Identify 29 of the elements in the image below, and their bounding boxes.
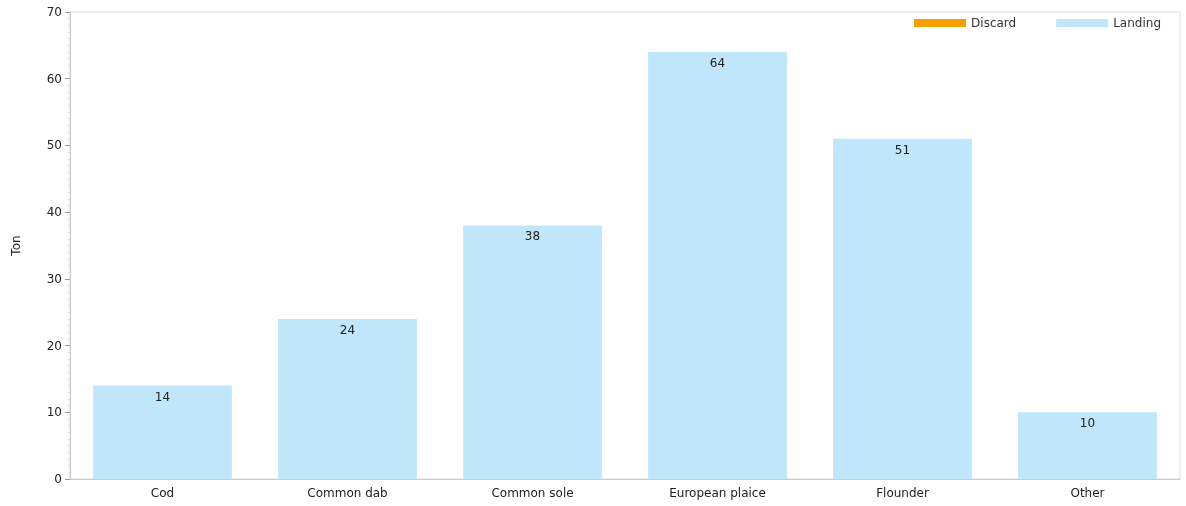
bar	[93, 385, 232, 479]
bar	[833, 138, 972, 479]
legend-label: Landing	[1113, 16, 1162, 30]
bar	[278, 318, 417, 479]
data-label: 38	[524, 229, 541, 244]
data-label: 64	[709, 56, 726, 71]
x-tick-label: Other	[1070, 486, 1105, 500]
y-tick-label: 0	[54, 472, 62, 486]
y-tick-label: 50	[46, 138, 62, 153]
y-tick-label: 60	[46, 71, 62, 86]
y-tick-label: 20	[46, 338, 62, 353]
legend-label: Discard	[971, 16, 1017, 30]
data-label: 14	[154, 389, 171, 404]
y-tick-label: 30	[46, 271, 62, 286]
x-tick-label: Common dab	[307, 486, 388, 500]
y-tick-label: 10	[46, 405, 62, 420]
y-tick-label: 70	[46, 5, 62, 19]
data-label: 10	[1079, 416, 1096, 431]
data-label: 51	[894, 142, 911, 157]
y-tick-label: 40	[46, 205, 62, 220]
bar	[463, 225, 602, 479]
x-tick-label: European plaice	[669, 486, 766, 500]
data-label: 24	[339, 322, 356, 337]
bar	[648, 52, 787, 479]
x-tick-label: Flounder	[876, 486, 929, 500]
x-tick-label: Common sole	[491, 486, 574, 500]
bar	[1018, 412, 1157, 479]
y-axis-title: Ton	[9, 235, 23, 257]
x-tick-label: Cod	[150, 486, 175, 500]
